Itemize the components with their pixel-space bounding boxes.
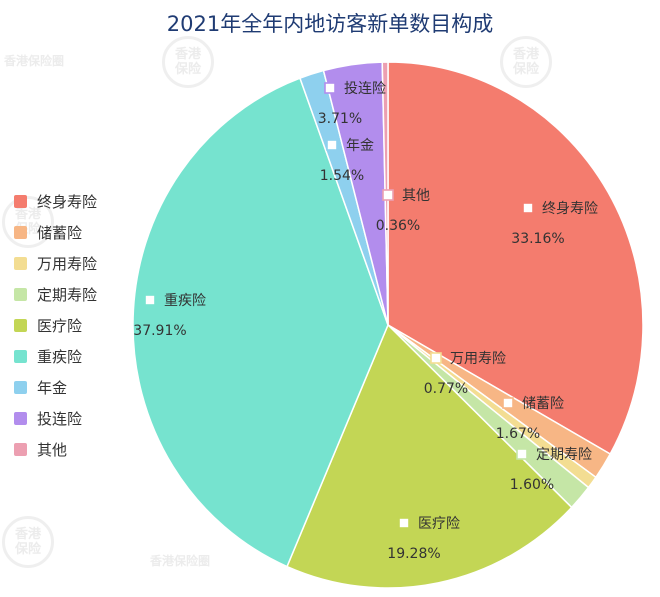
legend-swatch [14, 195, 27, 208]
legend-label: 重疾险 [37, 348, 83, 366]
legend-item-2[interactable]: 储蓄险 [14, 217, 97, 248]
legend-item-5[interactable]: 医疗险 [14, 310, 97, 341]
pie-slice-6[interactable] [132, 77, 389, 568]
legend-label: 其他 [37, 441, 68, 459]
legend-label: 终身寿险 [37, 193, 98, 211]
slice-label-marker [430, 352, 442, 364]
watermark-seal: 香港保险 [500, 36, 552, 88]
watermark-seal: 香港保险 [2, 516, 54, 568]
legend-item-8[interactable]: 投连险 [14, 403, 97, 434]
slice-label-1: 终身寿险 33.16% [511, 200, 598, 247]
slice-label-5: 医疗险 19.28% [387, 516, 460, 562]
slice-label-8: 投连险 3.71% [318, 81, 386, 127]
legend-swatch [14, 288, 27, 301]
legend-label: 万用寿险 [37, 255, 98, 273]
legend-label: 储蓄险 [37, 224, 83, 242]
legend-item-3[interactable]: 万用寿险 [14, 248, 97, 279]
slice-label-marker [522, 202, 534, 214]
slice-value-label: 33.16% [511, 231, 564, 247]
slice-name-label: 其他 [402, 188, 430, 204]
slice-value-label: 0.77% [424, 381, 468, 397]
slice-name-label: 重疾险 [164, 293, 206, 309]
slice-label-marker [382, 189, 394, 201]
legend-swatch [14, 350, 27, 363]
slice-name-label: 万用寿险 [450, 350, 506, 367]
legend-label: 定期寿险 [37, 286, 98, 304]
legend-swatch [14, 226, 27, 239]
slice-label-marker [144, 294, 156, 306]
slice-label-marker [516, 448, 528, 460]
legend-swatch [14, 319, 27, 332]
legend-item-7[interactable]: 年金 [14, 372, 97, 403]
slice-name-label: 投连险 [344, 81, 386, 97]
slice-name-label: 终身寿险 [542, 200, 598, 217]
slice-label-marker [326, 139, 338, 151]
slice-label-3: 万用寿险 0.77% [424, 350, 506, 397]
slice-label-2: 储蓄险 1.67% [496, 396, 564, 442]
pie-slice-5[interactable] [286, 323, 573, 589]
slice-label-9: 其他 0.36% [376, 188, 430, 234]
legend-swatch [14, 412, 27, 425]
legend-swatch [14, 443, 27, 456]
watermark-seal: 香港保险 [162, 36, 214, 88]
legend-label: 年金 [37, 379, 68, 397]
legend-label: 投连险 [37, 410, 83, 428]
slice-name-label: 储蓄险 [522, 396, 564, 412]
slice-value-label: 19.28% [387, 546, 440, 562]
slice-label-6: 重疾险 37.91% [133, 293, 206, 339]
slice-value-label: 1.54% [320, 168, 364, 184]
legend-item-6[interactable]: 重疾险 [14, 341, 97, 372]
slice-label-7: 年金 1.54% [320, 138, 374, 184]
slice-label-marker [398, 517, 410, 529]
legend-item-9[interactable]: 其他 [14, 434, 97, 465]
slice-label-4: 定期寿险 1.60% [510, 446, 592, 493]
slice-name-label: 医疗险 [418, 516, 460, 532]
legend-label: 医疗险 [37, 317, 83, 335]
legend-swatch [14, 257, 27, 270]
slice-value-label: 1.60% [510, 477, 554, 493]
slice-name-label: 定期寿险 [536, 446, 592, 463]
legend-item-1[interactable]: 终身寿险 [14, 186, 97, 217]
pie-slice-1[interactable] [387, 61, 644, 456]
slice-value-label: 0.36% [376, 218, 420, 234]
legend-swatch [14, 381, 27, 394]
slice-value-label: 37.91% [133, 323, 186, 339]
legend-item-4[interactable]: 定期寿险 [14, 279, 97, 310]
slice-name-label: 年金 [346, 138, 374, 154]
slice-value-label: 3.71% [318, 111, 362, 127]
legend: 终身寿险储蓄险万用寿险定期寿险医疗险重疾险年金投连险其他 [14, 186, 97, 465]
chart-title: 2021年全年内地访客新单数目构成 [166, 12, 494, 36]
slice-value-label: 1.67% [496, 426, 540, 442]
slice-label-marker [502, 397, 514, 409]
slice-label-marker [324, 82, 336, 94]
